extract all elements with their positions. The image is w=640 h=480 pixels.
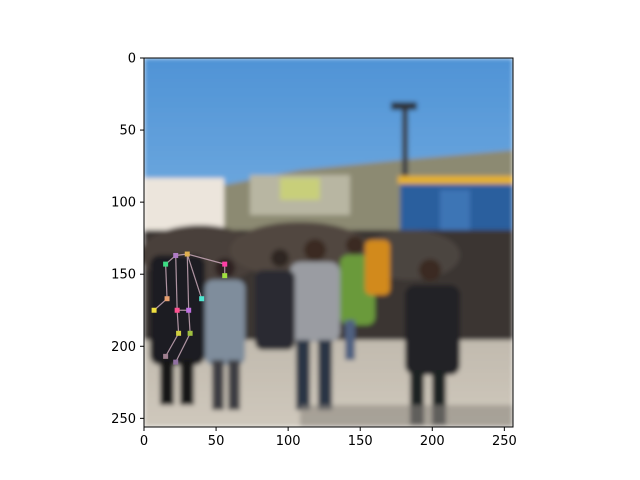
y-tick-label: 150 — [111, 268, 136, 283]
keypoint-marker — [174, 307, 180, 313]
keypoint-marker — [163, 353, 169, 359]
keypoint-marker — [176, 330, 182, 336]
skeleton-limb — [175, 333, 191, 363]
axes-frame — [143, 57, 514, 428]
keypoint-marker — [173, 252, 179, 258]
skeleton-limb — [165, 264, 168, 299]
pose-keypoints — [151, 251, 228, 365]
keypoint-marker — [163, 261, 169, 267]
y-axis: 0 50 100 150 200 250 — [111, 52, 144, 427]
x-tick-label: 150 — [348, 434, 373, 449]
photo — [144, 58, 513, 427]
skeleton-limb — [165, 333, 180, 357]
keypoint-marker — [164, 296, 170, 302]
skeleton-limb — [187, 253, 225, 265]
y-tick-label: 250 — [111, 412, 136, 427]
pose-skeleton — [153, 253, 226, 363]
y-tick-label: 200 — [111, 340, 136, 355]
x-tick-label: 200 — [420, 434, 445, 449]
skeleton-limb — [175, 255, 178, 311]
keypoint-marker — [199, 296, 205, 302]
skeleton-limb — [186, 253, 203, 299]
y-tick-label: 50 — [119, 124, 136, 139]
y-tick-label: 0 — [128, 52, 136, 67]
skeleton-limb — [176, 310, 180, 334]
keypoint-marker — [186, 307, 192, 313]
y-tick-label: 100 — [111, 196, 136, 211]
x-tick-label: 50 — [208, 434, 225, 449]
x-tick-label: 0 — [140, 434, 148, 449]
x-tick-label: 100 — [276, 434, 301, 449]
keypoint-marker — [222, 273, 228, 279]
skeleton-limb — [188, 310, 191, 334]
keypoint-marker — [184, 251, 190, 257]
keypoint-marker — [222, 261, 228, 267]
x-axis: 0 50 100 150 200 250 — [140, 427, 517, 449]
skeleton-limb — [186, 254, 190, 311]
keypoint-marker — [187, 330, 193, 336]
keypoint-marker — [151, 307, 157, 313]
keypoint-marker — [173, 359, 179, 365]
x-tick-label: 250 — [492, 434, 517, 449]
